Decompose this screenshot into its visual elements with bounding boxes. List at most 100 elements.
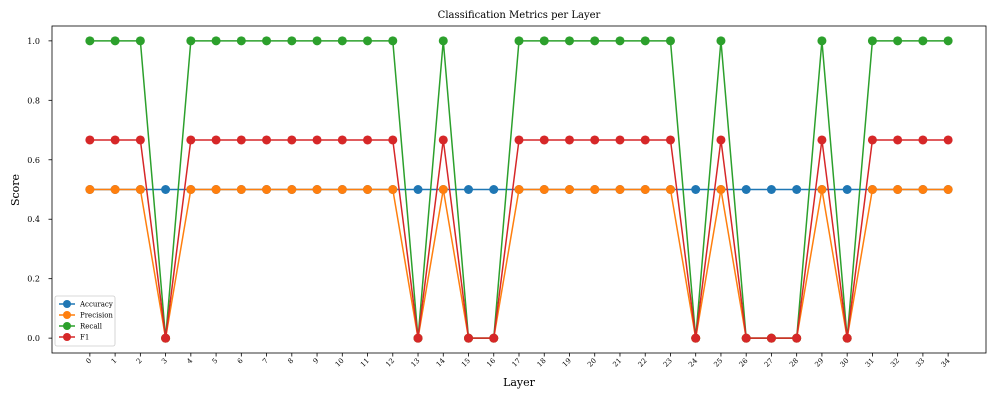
data-point xyxy=(262,135,272,145)
x-tick-label: 25 xyxy=(712,357,724,369)
data-point xyxy=(262,36,272,46)
data-point xyxy=(893,135,903,145)
legend-swatch-marker xyxy=(63,322,71,330)
x-tick-label: 33 xyxy=(914,357,926,369)
data-point xyxy=(691,333,701,343)
data-point xyxy=(287,36,297,46)
y-tick-label: 0.0 xyxy=(27,334,40,343)
legend-label: Recall xyxy=(80,323,103,331)
data-point xyxy=(161,333,171,343)
data-point xyxy=(716,36,726,46)
data-point xyxy=(85,185,95,194)
legend-box xyxy=(54,295,116,347)
x-tick-label: 24 xyxy=(687,356,699,368)
x-tick-label: 29 xyxy=(813,357,825,369)
x-tick-label: 28 xyxy=(788,357,800,369)
x-tick-label: 27 xyxy=(763,357,775,369)
x-tick-label: 18 xyxy=(536,357,548,369)
data-point xyxy=(514,135,524,145)
data-point xyxy=(943,135,953,145)
data-point xyxy=(464,333,474,343)
data-point xyxy=(539,135,549,145)
data-point xyxy=(489,333,499,343)
x-axis-label: Layer xyxy=(503,376,536,389)
x-tick-label: 30 xyxy=(839,357,851,369)
legend-label: Accuracy xyxy=(79,301,113,309)
data-point xyxy=(236,36,246,46)
data-point xyxy=(918,185,928,194)
data-point xyxy=(135,185,145,194)
data-point xyxy=(741,333,751,343)
x-tick-label: 5 xyxy=(211,357,220,366)
data-point xyxy=(691,185,701,194)
x-tick-label: 10 xyxy=(334,357,346,369)
data-point xyxy=(236,135,246,145)
x-tick-label: 6 xyxy=(236,356,245,365)
data-point xyxy=(893,185,903,194)
data-point xyxy=(363,135,373,145)
data-point xyxy=(665,135,675,145)
y-tick-label: 0.2 xyxy=(27,275,40,284)
data-point xyxy=(564,135,574,145)
y-tick-label: 0.8 xyxy=(27,96,40,105)
data-point xyxy=(287,135,297,145)
data-point xyxy=(110,135,120,145)
data-point xyxy=(766,333,776,343)
data-point xyxy=(85,135,95,145)
data-point xyxy=(665,36,675,46)
data-point xyxy=(615,185,625,194)
data-point xyxy=(514,36,524,46)
x-tick-label: 32 xyxy=(889,357,901,369)
y-axis-label: Score xyxy=(9,174,22,206)
x-tick-label: 23 xyxy=(662,357,674,369)
legend-item: Precision xyxy=(59,311,113,320)
data-point xyxy=(590,36,600,46)
data-point xyxy=(817,135,827,145)
data-point xyxy=(438,185,448,194)
data-point xyxy=(665,185,675,194)
data-point xyxy=(312,36,322,46)
data-point xyxy=(741,185,751,194)
data-point xyxy=(943,36,953,46)
data-point xyxy=(867,36,877,46)
data-point xyxy=(615,36,625,46)
x-tick-label: 3 xyxy=(160,357,169,366)
legend-swatch-marker xyxy=(63,300,71,308)
x-tick-label: 19 xyxy=(561,357,573,369)
x-tick-label: 7 xyxy=(261,357,270,366)
x-tick-label: 21 xyxy=(611,357,623,369)
data-point xyxy=(640,185,650,194)
data-point xyxy=(867,135,877,145)
data-point xyxy=(186,36,196,46)
data-point xyxy=(161,185,171,194)
data-point xyxy=(388,36,398,46)
x-tick-label: 31 xyxy=(864,357,876,369)
x-tick-label: 26 xyxy=(738,356,750,368)
x-tick-label: 34 xyxy=(940,356,952,368)
x-tick-label: 2 xyxy=(135,357,144,366)
data-point xyxy=(842,185,852,194)
data-point xyxy=(792,333,802,343)
data-point xyxy=(337,135,347,145)
data-point xyxy=(464,185,474,194)
data-point xyxy=(514,185,524,194)
data-point xyxy=(186,135,196,145)
x-tick-label: 12 xyxy=(384,357,396,369)
data-point xyxy=(186,185,196,194)
data-point xyxy=(312,185,322,194)
data-point xyxy=(564,185,574,194)
data-point xyxy=(590,185,600,194)
x-tick-label: 11 xyxy=(359,357,371,369)
series-line xyxy=(89,139,949,339)
legend-item: Accuracy xyxy=(59,300,113,309)
series-group xyxy=(85,36,953,343)
legend-label: Precision xyxy=(80,312,113,320)
x-tick-label: 20 xyxy=(586,357,598,369)
x-tick-label: 4 xyxy=(185,356,194,365)
data-point xyxy=(590,135,600,145)
data-point xyxy=(312,135,322,145)
data-point xyxy=(615,135,625,145)
series-line xyxy=(89,188,949,339)
